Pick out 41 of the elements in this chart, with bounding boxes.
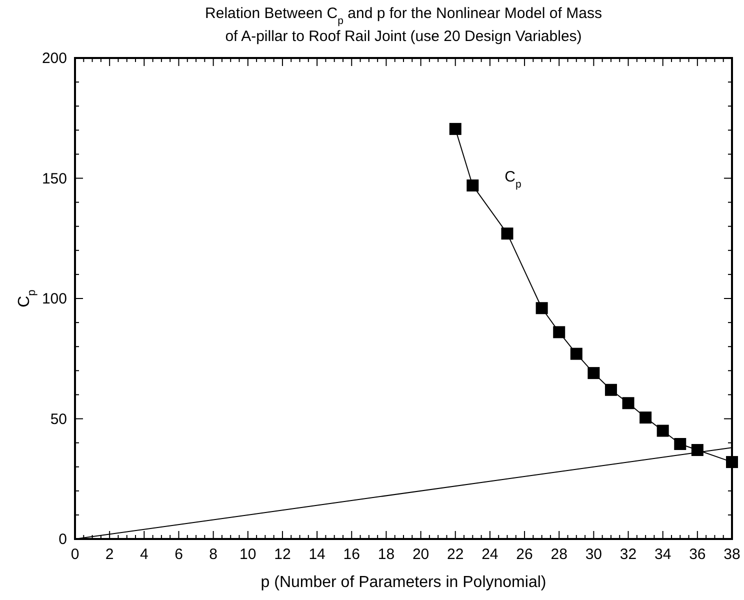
point <box>449 122 462 135</box>
x-tick-label: 0 <box>70 546 80 563</box>
point <box>588 367 600 380</box>
x-tick-label: 2 <box>105 546 114 563</box>
point <box>656 424 669 437</box>
x-tick-label: 38 <box>724 546 740 563</box>
point <box>553 326 566 338</box>
point <box>674 438 686 450</box>
chart-title: Relation Between C$_{p}$ and p for the Nonlinear Model of Mass of A-pillar to Roof Rail Joint (use 20 Design Variables) <box>205 5 602 45</box>
point <box>640 412 652 424</box>
x-tick-label: 6 <box>174 546 183 563</box>
x-tick-label: 28 <box>550 546 568 563</box>
point <box>570 348 582 360</box>
x-tick-label: 24 <box>482 546 498 563</box>
x-tick-label: 10 <box>240 546 256 563</box>
x-axis-title: p (Number of Parameters in Polynomial) <box>260 574 546 591</box>
point <box>622 397 634 410</box>
x-tick-label: 26 <box>516 546 533 563</box>
x-tick-label: 30 <box>585 546 602 563</box>
point <box>536 302 548 314</box>
y-tick-label: 50 <box>50 410 67 428</box>
point <box>466 179 479 192</box>
x-tick-label: 4 <box>140 546 148 563</box>
x-tick-label: 22 <box>447 546 464 563</box>
x-tick-label: 12 <box>274 546 291 563</box>
y-tick-label: 150 <box>42 170 67 188</box>
x-tick-label: 34 <box>654 546 672 563</box>
y-tick-label: 200 <box>42 50 67 67</box>
x-tick-label: 32 <box>620 546 637 563</box>
x-tick-label: 20 <box>412 546 430 563</box>
point <box>604 384 617 396</box>
series-label: C$_{p}$ <box>504 168 522 190</box>
y-tick-label: 0 <box>58 531 67 548</box>
x-tick-label: 18 <box>378 546 395 563</box>
x-tick-label: 36 <box>689 546 706 563</box>
x-tick-label: 16 <box>343 546 360 563</box>
x-tick-label: 8 <box>209 546 218 563</box>
x-tick-label: 14 <box>308 546 326 563</box>
point <box>501 228 514 240</box>
point <box>691 444 704 456</box>
y-tick-label: 100 <box>42 290 67 308</box>
